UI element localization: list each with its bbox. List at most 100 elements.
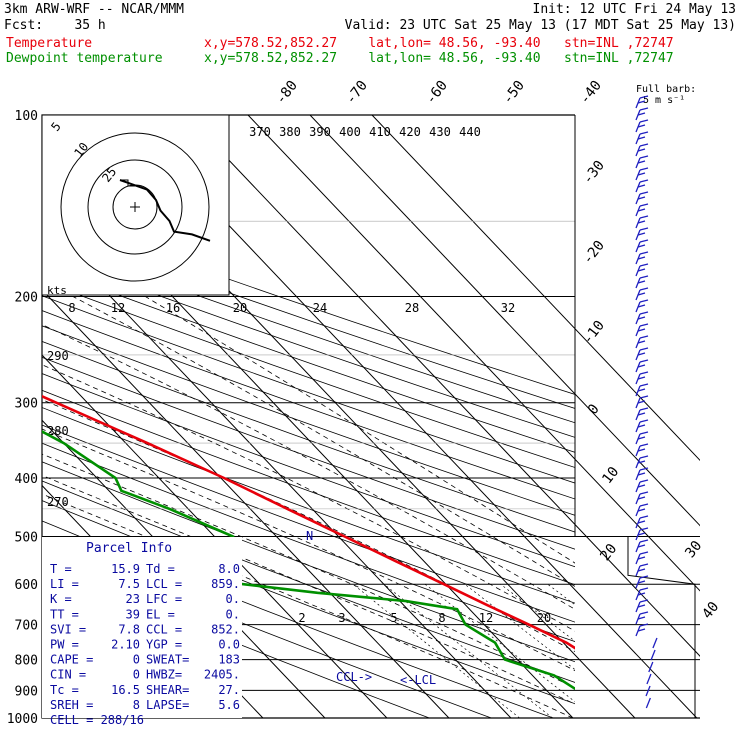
wind-barb-flag (639, 143, 649, 147)
wind-barb-flag (639, 443, 649, 447)
parcel-value: 39 (126, 607, 140, 621)
moist-adiabat (42, 399, 575, 653)
wind-barb-flag (637, 256, 646, 260)
n-marker: N (306, 529, 313, 543)
theta-label: 430 (429, 125, 451, 139)
wind-barb-flag (639, 515, 649, 519)
parcel-value: 0. (226, 592, 240, 606)
parcel-key: TT = (50, 607, 79, 621)
isotherm-line (0, 115, 15, 718)
moist-adiabat (145, 296, 575, 564)
parcel-cell: CELL = 288/16 (50, 713, 144, 727)
wind-barb-staff (650, 649, 656, 661)
full-barb-value: 5 m s⁻¹ (643, 95, 685, 106)
parcel-value: 183 (218, 653, 240, 667)
wind-barb-flag (639, 227, 649, 231)
dry-adiabat (42, 389, 575, 586)
parcel-value: 27. (218, 683, 240, 697)
mixing-ratio-line (383, 583, 553, 718)
wind-barb-flag (639, 467, 649, 471)
isotherm-line (42, 223, 512, 718)
pressure-tick-label: 600 (15, 578, 38, 593)
parcel-value: 0 (133, 668, 140, 682)
isotherm-label: 30 (682, 538, 705, 561)
wind-barb-flag (637, 544, 646, 548)
parcel-key: K = (50, 592, 72, 606)
parcel-key: CCL = (146, 622, 182, 636)
theta-label: 380 (279, 125, 301, 139)
dry-adiabat (42, 424, 575, 623)
theta-label: 410 (369, 125, 391, 139)
wind-barb-flag (637, 532, 646, 536)
parcel-value: 2.10 (111, 638, 140, 652)
parcel-value: 5.6 (218, 698, 240, 712)
mixing-ratio-label: 20 (233, 301, 247, 315)
wind-barb-flag (639, 167, 649, 171)
theta-label: 370 (249, 125, 271, 139)
parcel-key: SREH = (50, 698, 93, 712)
temperature-legend: Temperature (6, 36, 93, 51)
mixing-ratio-label: 8 (438, 611, 445, 625)
mixing-ratio-label: 24 (313, 301, 327, 315)
theta-label: 400 (339, 125, 361, 139)
dry-adiabat (42, 563, 430, 718)
wind-barb-flag (639, 155, 649, 159)
wind-barb-flag (639, 491, 649, 495)
wind-barb-staff (645, 697, 651, 709)
wind-barb-flag (637, 136, 646, 140)
mixing-ratio-label: 16 (166, 301, 180, 315)
parcel-key: CAPE = (50, 653, 93, 667)
wind-barb-flag (637, 400, 646, 404)
wind-barb-flag (639, 623, 649, 627)
pressure-tick-label: 300 (15, 397, 38, 412)
wind-barb-flag (637, 604, 646, 608)
parcel-key: T = (50, 562, 72, 576)
wind-barb-flag (637, 184, 646, 188)
moist-adiabat (42, 453, 575, 689)
wind-barb-flag (639, 419, 649, 423)
parcel-info-bg (42, 537, 242, 718)
isotherm-label: 0 (585, 401, 603, 417)
mixing-ratio-label: 20 (537, 611, 551, 625)
wind-barb-flag (637, 124, 646, 128)
wind-barb-flag (639, 383, 649, 387)
isotherm-line (309, 115, 700, 527)
isotherm-line (247, 115, 700, 592)
wind-barb-flag (637, 388, 646, 392)
hodograph-ring (87, 159, 183, 255)
mixing-ratio-label: 32 (501, 301, 515, 315)
wind-barb-flag (637, 616, 646, 620)
wind-barb-flag (637, 496, 646, 500)
dry-adiabat (42, 407, 575, 604)
wind-barb-flag (639, 551, 649, 555)
wind-barb-flag (637, 448, 646, 452)
wind-barb-flag (637, 412, 646, 416)
wind-barb-flag (637, 364, 646, 368)
parcel-key: LCL = (146, 577, 182, 591)
wind-barb-flag (637, 304, 646, 308)
parcel-value: 0.0 (218, 638, 240, 652)
wind-barb-flag (639, 215, 649, 219)
wind-barb-flag (637, 472, 646, 476)
parcel-value: 859. (211, 577, 240, 591)
wind-barb-flag (637, 436, 646, 440)
wind-barb-flag (639, 395, 649, 399)
wind-barb-flag (639, 539, 649, 543)
wind-barb-flag (637, 628, 646, 632)
wind-barb-flag (637, 112, 646, 116)
parcel-key: LFC = (146, 592, 182, 606)
parcel-value: 7.8 (118, 622, 140, 636)
parcel-key: Tc = (50, 683, 79, 697)
forecast-hour: Fcst: 35 h (4, 18, 106, 33)
theta-label: 440 (459, 125, 481, 139)
isotherm-line (42, 354, 388, 718)
wind-barb-staff (645, 685, 651, 697)
wind-barb-flag (637, 100, 646, 104)
wind-barb-flag (639, 287, 649, 291)
wind-barb-flag (637, 424, 646, 428)
wind-barb-flag (637, 316, 646, 320)
isotherm-label: -20 (580, 238, 608, 268)
wind-barb-flag (639, 191, 649, 195)
